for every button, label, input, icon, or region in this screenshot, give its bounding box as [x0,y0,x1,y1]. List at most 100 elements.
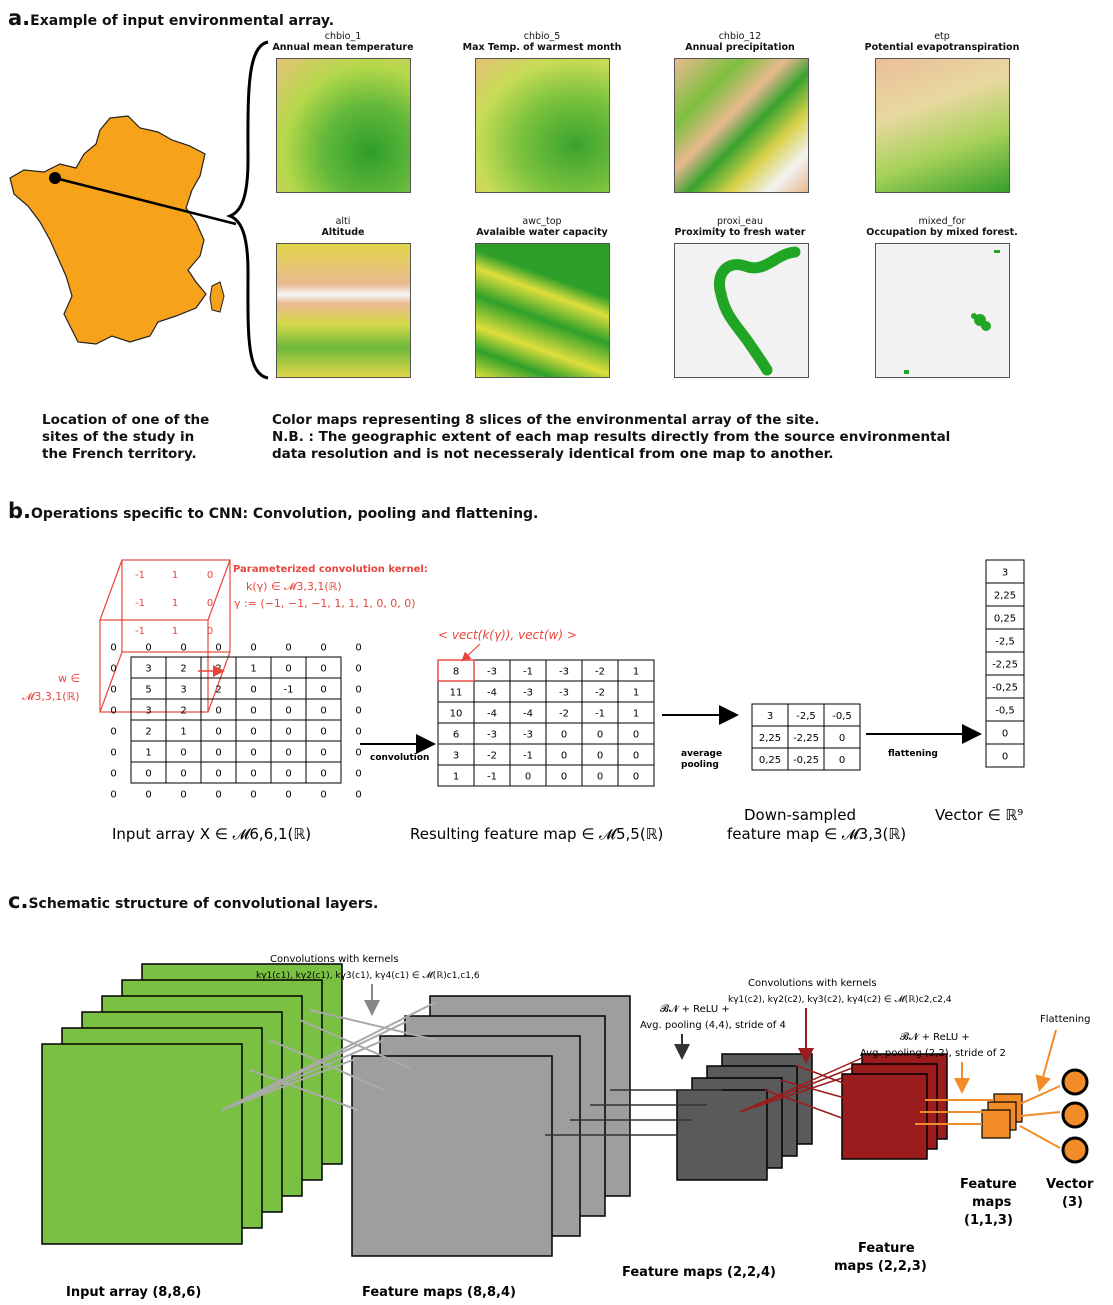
vector-value: -2,5 [995,637,1015,648]
pooled-grid-value: -2,5 [796,711,816,722]
section-b-title: b.Operations specific to CNN: Convolutio… [8,499,538,523]
input-grid: 0 0 0 0 0 0 0 0 0 3 2 2 1 0 0 0 0 5 3 2 0 -1 0 0 0 3 2 0 0 0 0 0 0 2 1 0 0 0 0… [110,643,361,801]
w-label-2: 𝓜3,3,1(ℝ) [22,690,80,703]
input-grid-value: 0 [250,685,256,696]
section-b-letter: b. [8,499,32,523]
feature-grid-value: -2 [487,751,497,762]
feature-grid-value: -1 [523,667,533,678]
feature-grid-value: 10 [450,709,463,720]
input-grid-value: 0 [215,790,221,801]
kernel-values: -1 1 0 -1 1 0 -1 1 0 [135,570,213,637]
input-grid-value: 0 [320,727,326,738]
feature-grid-value: 1 [633,688,639,699]
input-grid-value: 0 [110,643,116,654]
map-desc-8: Occupation by mixed forest. [866,227,1018,238]
map-code-4: etp [934,31,950,42]
pooled-grid-value: -0,5 [832,711,852,722]
kernel-value: 1 [172,626,178,637]
feature-grid: 8 -3 -1 -3 -2 111 -4 -3 -3 -2 110 -4 -4 -2 -1 16 -3 -3 0 0 0… [437,659,655,787]
map-code-3: chbio_12 [718,31,762,42]
label-fm4-3: (1,1,3) [964,1213,1013,1228]
input-grid-value: 0 [250,748,256,759]
input-grid-value: 0 [250,643,256,654]
feature-grid-value: 0 [597,751,603,762]
input-grid-value: 0 [355,769,361,780]
feature-grid-value: -4 [523,709,533,720]
pooled-grid-value: 2,25 [759,733,781,744]
input-grid-value: 0 [355,706,361,717]
map-code-1: chbio_1 [324,31,362,42]
pool1-lines [545,1089,722,1136]
kernel-value: 0 [207,570,213,581]
kernel-line2: γ := (−1, −1, −1, 1, 1, 1, 0, 0, 0) [234,597,416,610]
label-fm4-2: maps [972,1195,1012,1210]
input-grid-value: 0 [110,685,116,696]
input-grid-value: 0 [320,685,326,696]
section-a-letter: a. [8,6,31,30]
feature-grid-value: 6 [453,730,459,741]
feature-grid-value: 0 [633,772,639,783]
conv1-label-1: Convolutions with kernels [270,954,399,965]
input-grid-value: 0 [285,643,291,654]
feature-grid-value: 1 [633,709,639,720]
feature-grid-value: -1 [487,772,497,783]
input-grid-value: 0 [215,727,221,738]
feature-grid-value: 3 [453,751,459,762]
section-c-heading: Schematic structure of convolutional lay… [28,896,379,912]
brace-shape [226,40,269,380]
feature-grid-value: 1 [453,772,459,783]
maps-note-line-2: N.B. : The geographic extent of each map… [272,429,951,445]
input-grid-value: 2 [215,685,221,696]
vector-node-3 [1061,1136,1089,1164]
feature-grid-value: -2 [595,688,605,699]
map-caption-8: mixed_for Occupation by mixed forest. [862,216,1022,238]
section-c-letter: c. [8,889,29,913]
location-note-line-2: sites of the study in [42,429,195,445]
feature-grid-value: -3 [487,667,497,678]
feature-maps-3-stack [841,1053,948,1160]
feature-grid-value: 0 [597,772,603,783]
label-fm2: Feature maps (2,2,4) [622,1265,776,1280]
pooled-grid-value: -0,25 [793,755,819,766]
map-desc-5: Altitude [321,227,365,238]
map-image-2 [475,58,610,193]
input-grid-value: 0 [215,769,221,780]
section-b-heading: Operations specific to CNN: Convolution,… [31,506,539,522]
map-image-3 [674,58,809,193]
input-grid-value: 0 [320,748,326,759]
map-caption-3: chbio_12 Annual precipitation [660,31,820,53]
input-grid-value: 0 [250,790,256,801]
bn1-label-2: Avg. pooling (4,4), stride of 4 [640,1020,786,1031]
input-grid-value: 0 [110,664,116,675]
input-grid-value: 2 [145,727,151,738]
input-grid-value: 0 [180,643,186,654]
france-shape [9,115,207,345]
feature-maps-1-stack [351,995,631,1257]
feature-grid-value: -1 [523,751,533,762]
input-grid-value: -1 [284,685,294,696]
input-grid-value: 3 [145,664,151,675]
flatten-lines [1019,1085,1061,1149]
input-grid-value: 0 [250,706,256,717]
kernel-line1: k(γ) ∈ 𝓜3,3,1(ℝ) [246,580,342,593]
vector-value: 3 [1002,568,1008,579]
kernel-value: 1 [172,598,178,609]
feature-maps-2-stack [676,1053,813,1181]
kernel-value: 0 [207,598,213,609]
input-grid-value: 0 [215,748,221,759]
input-grid-value: 0 [250,769,256,780]
pooled-grid: 3 -2,5 -0,5 2,25 -2,25 0 0,25 -0,25 0 [751,703,861,771]
maps-note-line-1: Color maps representing 8 slices of the … [272,412,820,428]
map-image-4 [875,58,1010,193]
feature-grid-value: 8 [453,667,459,678]
dot-product-label: < vect(k(γ)), vect(w) > [438,628,577,642]
vector-node-2 [1061,1101,1089,1129]
op-pooling-1: average [681,749,722,759]
input-grid-value: 0 [180,748,186,759]
input-grid-value: 0 [145,790,151,801]
input-grid-value: 5 [145,685,151,696]
input-grid-value: 0 [355,664,361,675]
input-grid-value: 0 [180,790,186,801]
maps-note: Color maps representing 8 slices of the … [272,412,950,463]
input-grid-value: 0 [320,790,326,801]
